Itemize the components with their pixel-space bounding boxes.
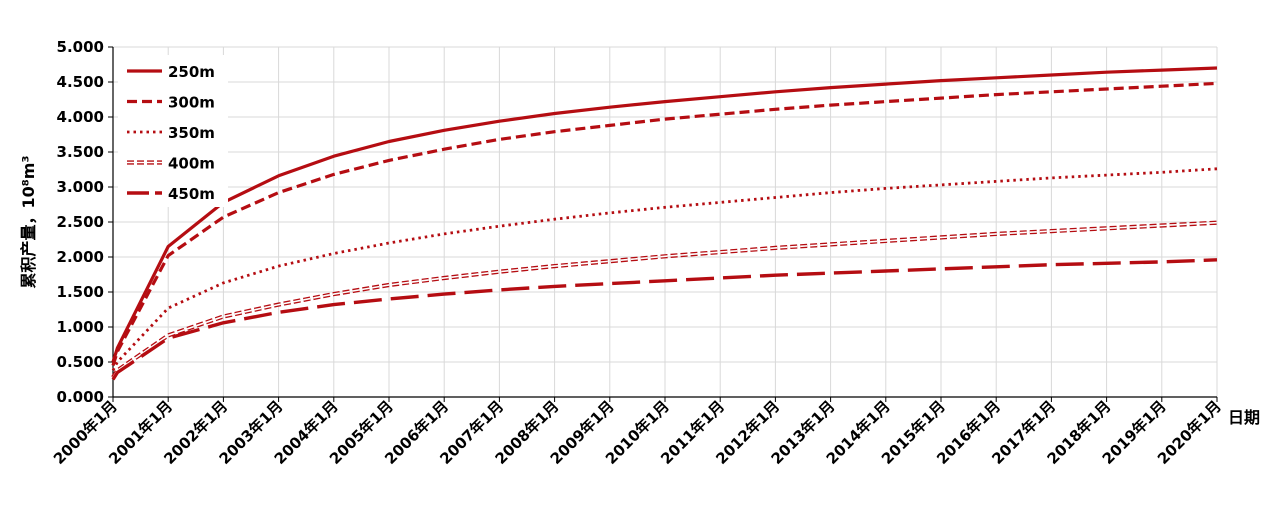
y-tick-label: 5.000 xyxy=(57,38,104,56)
series-lines xyxy=(111,66,1218,381)
axes xyxy=(108,46,1218,402)
y-tick-label: 2.000 xyxy=(57,248,104,266)
legend: 250m 300m 350m 400m 450m xyxy=(118,55,228,207)
x-tick-labels: 2000年1月2001年1月2002年1月2003年1月2004年1月2005年… xyxy=(50,397,1225,468)
legend-label-300m: 300m xyxy=(168,94,215,112)
series-line-300m xyxy=(111,81,1218,366)
legend-label-250m: 250m xyxy=(168,63,215,81)
y-tick-label: 1.000 xyxy=(57,318,104,336)
y-tick-label: 4.500 xyxy=(57,73,104,91)
y-axis-title: 累积产量，10⁸m³ xyxy=(19,156,38,289)
series-line-inner-400m xyxy=(112,221,1218,378)
y-tick-label: 3.500 xyxy=(57,143,104,161)
y-tick-label: 3.000 xyxy=(57,178,104,196)
y-tick-label: 0.500 xyxy=(57,353,104,371)
x-axis-title: 日期 xyxy=(1228,408,1260,427)
legend-label-450m: 450m xyxy=(168,185,215,203)
legend-label-350m: 350m xyxy=(168,124,215,142)
series-line-450m xyxy=(111,258,1218,381)
y-tick-label: 0.000 xyxy=(57,388,104,406)
legend-background xyxy=(118,55,228,207)
grid xyxy=(113,46,1218,397)
legend-label-400m: 400m xyxy=(168,155,215,173)
y-tick-label: 4.000 xyxy=(57,108,104,126)
y-tick-label: 2.500 xyxy=(57,213,104,231)
y-tick-labels: 0.000 0.500 1.000 1.500 2.000 2.500 3.000 3.500… xyxy=(57,38,104,406)
y-tick-label: 1.500 xyxy=(57,283,104,301)
series-line-250m xyxy=(111,66,1218,363)
